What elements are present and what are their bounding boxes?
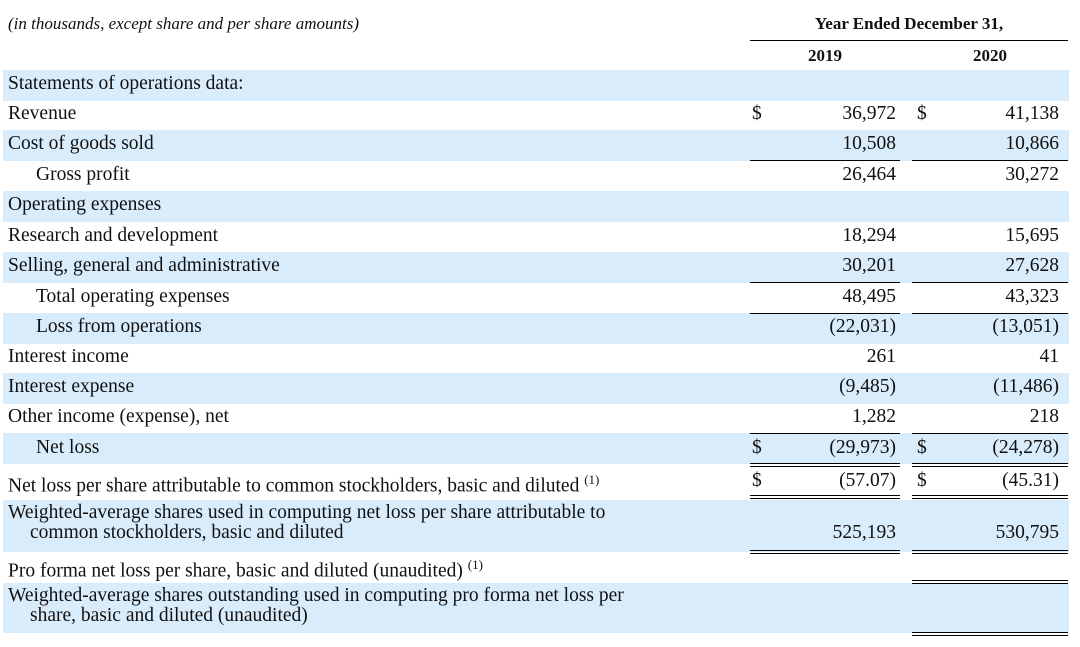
- total-double-rule: [750, 550, 900, 551]
- total-double-rule: [912, 635, 1068, 636]
- row-label-line: common stockholders, basic and diluted: [30, 522, 344, 543]
- row-label: Cost of goods sold: [8, 133, 154, 154]
- row-band: [3, 313, 1069, 344]
- subtotal-rule: [912, 433, 1068, 434]
- value-2019: 10,508: [842, 133, 896, 154]
- row-label: Gross profit: [36, 164, 130, 185]
- total-double-rule: [912, 553, 1068, 554]
- row-band: [3, 70, 1069, 101]
- row-label: Interest expense: [8, 376, 135, 397]
- value-2020: (13,051): [992, 316, 1059, 337]
- value-2019: (9,485): [839, 376, 896, 397]
- row-band: [3, 191, 1069, 222]
- row-label: Statements of operations data:: [8, 73, 244, 94]
- row-label: Total operating expenses: [36, 286, 230, 307]
- value-2020: 41,138: [1005, 103, 1059, 124]
- total-double-rule: [750, 498, 900, 499]
- value-2020: 218: [1029, 406, 1059, 427]
- dollar-sign: $: [752, 470, 762, 491]
- row-label: Net loss per share attributable to commo…: [8, 472, 599, 498]
- value-2020: 30,272: [1005, 164, 1059, 185]
- row-label: Operating expenses: [8, 194, 162, 215]
- row-label: Research and development: [8, 225, 219, 246]
- subtotal-rule: [912, 282, 1068, 283]
- total-double-rule: [912, 466, 1068, 467]
- total-double-rule: [750, 495, 900, 496]
- total-double-rule: [750, 553, 900, 554]
- value-2019: 36,972: [842, 103, 896, 124]
- value-2020: 43,323: [1005, 286, 1059, 307]
- row-label: Other income (expense), net: [8, 406, 229, 427]
- year-2019-header: 2019: [808, 46, 842, 65]
- subtotal-rule: [750, 282, 900, 283]
- row-label: Net loss: [36, 437, 100, 458]
- units-note: (in thousands, except share and per shar…: [8, 14, 359, 33]
- row-band: [3, 252, 1069, 283]
- dollar-sign: $: [752, 103, 762, 124]
- row-band: [3, 583, 1069, 633]
- total-double-rule: [912, 632, 1068, 633]
- value-2020: 15,695: [1005, 225, 1059, 246]
- total-double-rule: [912, 498, 1068, 499]
- value-2019: 261: [866, 346, 896, 367]
- dollar-sign: $: [917, 470, 927, 491]
- value-2020: 530,795: [995, 522, 1059, 543]
- value-2019: 18,294: [842, 225, 896, 246]
- total-double-rule: [750, 463, 900, 464]
- subtotal-rule: [750, 433, 900, 434]
- value-2019: (29,973): [829, 437, 896, 458]
- subtotal-rule: [912, 313, 1068, 314]
- value-2019: 1,282: [852, 406, 896, 427]
- row-label: Weighted-average shares used in computin…: [8, 503, 605, 543]
- row-band: [3, 433, 1069, 464]
- header-rule: [750, 40, 1068, 41]
- row-label: Pro forma net loss per share, basic and …: [8, 557, 483, 583]
- row-label-line: Weighted-average shares used in computin…: [8, 502, 606, 523]
- total-double-rule: [912, 583, 1068, 584]
- value-2020: 10,866: [1005, 133, 1059, 154]
- value-2020: 41: [1039, 346, 1060, 367]
- row-label: Weighted-average shares outstanding used…: [8, 586, 624, 626]
- total-double-rule: [912, 580, 1068, 581]
- value-2019: 525,193: [832, 522, 896, 543]
- dollar-sign: $: [917, 437, 927, 458]
- row-band: [3, 500, 1069, 552]
- value-2020: (24,278): [992, 437, 1059, 458]
- subtotal-rule: [912, 160, 1068, 161]
- value-2020: (11,486): [993, 376, 1059, 397]
- row-label: Revenue: [8, 103, 77, 124]
- value-2020: 27,628: [1005, 255, 1059, 276]
- total-double-rule: [750, 466, 900, 467]
- year-2020-header: 2020: [973, 46, 1007, 65]
- row-label: Selling, general and administrative: [8, 255, 280, 276]
- row-band: [3, 373, 1069, 404]
- row-label-text: Pro forma net loss per share, basic and …: [8, 560, 463, 582]
- row-label: Interest income: [8, 346, 129, 367]
- row-label-line: Weighted-average shares outstanding used…: [8, 585, 624, 606]
- value-2019: 30,201: [842, 255, 896, 276]
- value-2019: (22,031): [829, 316, 896, 337]
- value-2019: (57.07): [839, 470, 896, 491]
- subtotal-rule: [750, 313, 900, 314]
- dollar-sign: $: [917, 103, 927, 124]
- value-2019: 48,495: [842, 286, 896, 307]
- value-2019: 26,464: [842, 164, 896, 185]
- row-label-line: share, basic and diluted (unaudited): [30, 605, 308, 626]
- footnote-marker: (1): [467, 557, 483, 572]
- total-double-rule: [912, 550, 1068, 551]
- row-band: [3, 130, 1069, 161]
- row-label: Loss from operations: [36, 316, 202, 337]
- value-2020: (45.31): [1002, 470, 1059, 491]
- row-label-text: Net loss per share attributable to commo…: [8, 475, 580, 497]
- subtotal-rule: [750, 160, 900, 161]
- total-double-rule: [912, 495, 1068, 496]
- period-header: Year Ended December 31,: [814, 14, 1004, 33]
- total-double-rule: [912, 463, 1068, 464]
- footnote-marker: (1): [584, 472, 600, 487]
- dollar-sign: $: [752, 437, 762, 458]
